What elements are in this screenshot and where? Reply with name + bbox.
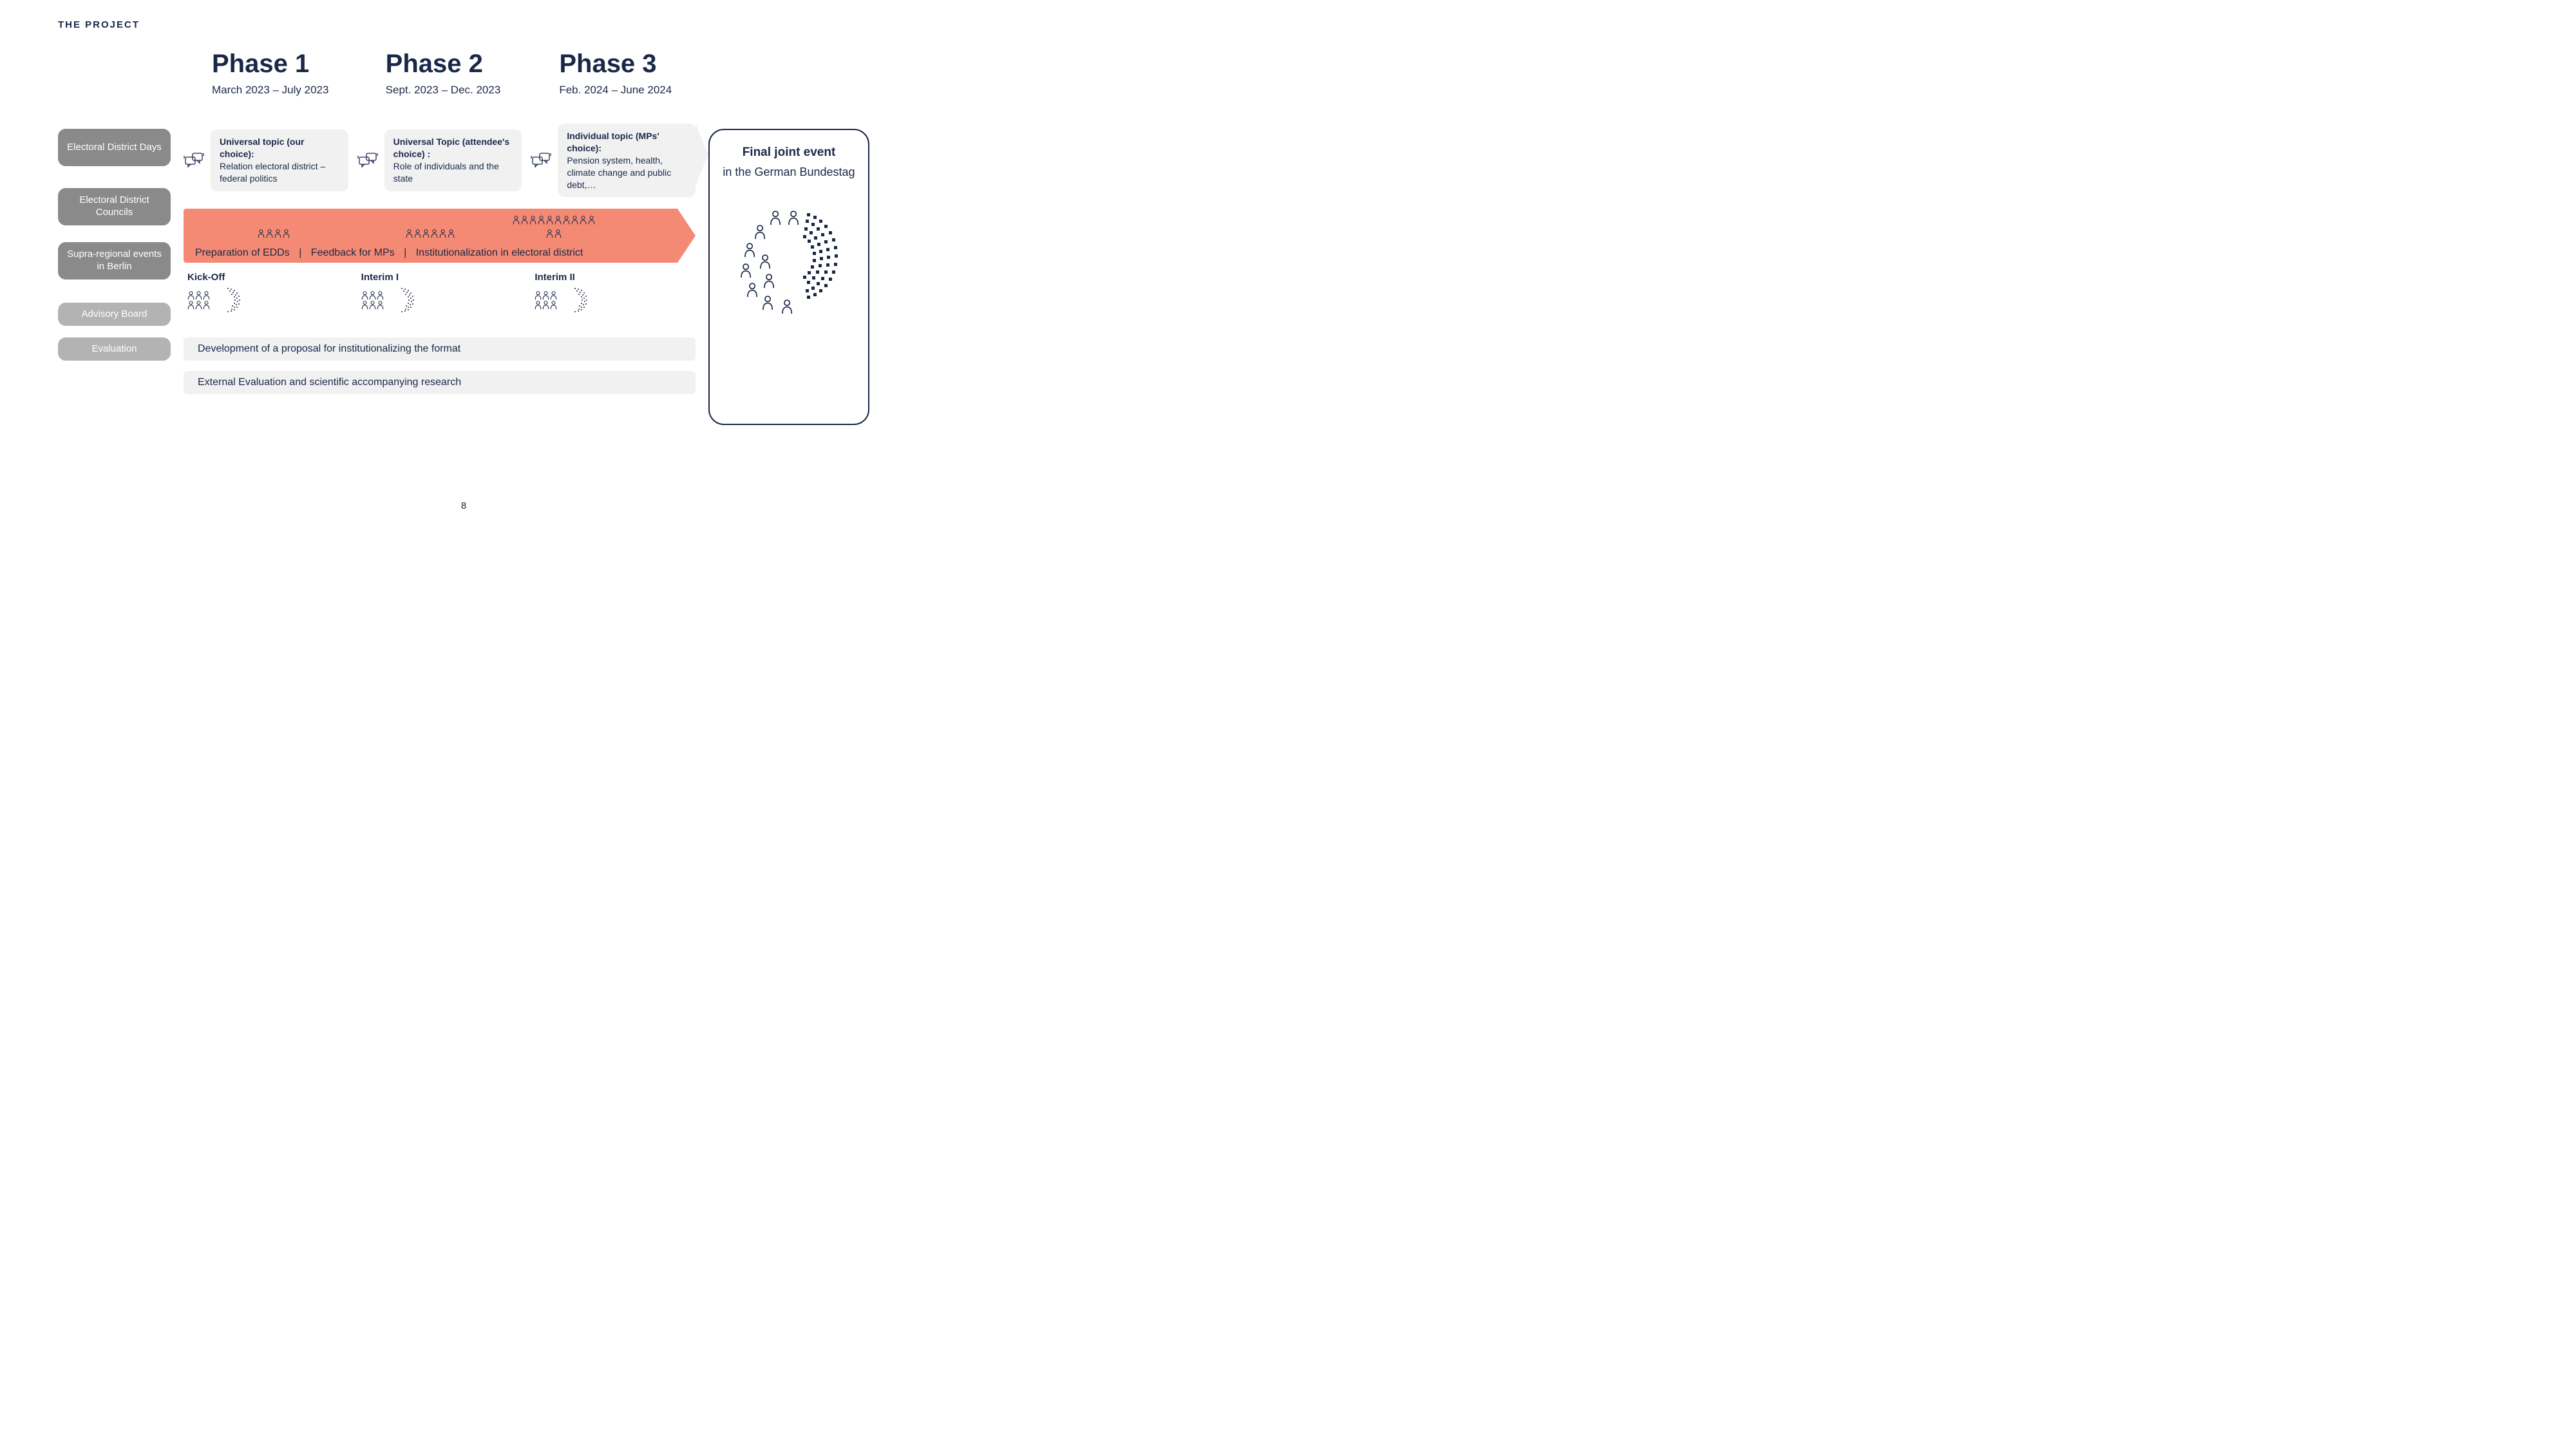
- events-row: Kick-Off Interim I: [184, 272, 696, 323]
- speech-icon: [531, 150, 551, 171]
- councils-arrow: Preparation of EDDs | Feedback for MPs |…: [184, 209, 677, 263]
- left-labels: Electoral District Days Electoral Distri…: [58, 124, 171, 361]
- event-interim-1: Interim I: [357, 272, 522, 323]
- topic-heading: Individual topic (MPs' choice):: [567, 130, 685, 155]
- topic-body: Role of individuals and the state: [393, 160, 512, 185]
- phase-title: Phase 1: [212, 50, 348, 79]
- topic-body: Pension system, health, climate change a…: [567, 155, 685, 191]
- orange-part3: Institutionalization in electoral distri…: [416, 247, 583, 258]
- topic-box: Individual topic (MPs' choice): Pension …: [558, 124, 696, 197]
- phase-dates: Sept. 2023 – Dec. 2023: [386, 84, 522, 97]
- topic-row: Universal topic (our choice): Relation e…: [184, 124, 696, 197]
- topic-body: Relation electoral district – federal po…: [220, 160, 338, 185]
- event-interim-2: Interim II: [531, 272, 696, 323]
- parliament-arc-icon: [560, 285, 590, 315]
- people-cluster-large: [509, 213, 599, 238]
- phase-3-header: Phase 3 Feb. 2024 – June 2024: [531, 50, 696, 97]
- speech-icon: [184, 150, 204, 171]
- orange-part1: Preparation of EDDs: [195, 247, 290, 258]
- people-cluster-med: [352, 213, 509, 238]
- label-edd: Electoral District Days: [58, 129, 171, 166]
- topic-heading: Universal Topic (attendee's choice) :: [393, 136, 512, 160]
- evaluation-bar: External Evaluation and scientific accom…: [184, 371, 696, 394]
- main-layout: Phase 1 March 2023 – July 2023 Phase 2 S…: [58, 50, 869, 425]
- advisory-bar: Development of a proposal for institutio…: [184, 337, 696, 361]
- orange-part2: Feedback for MPs: [311, 247, 395, 258]
- label-berlin: Supra-regional events in Berlin: [58, 242, 171, 279]
- parliament-arc-icon: [387, 285, 417, 315]
- separator: |: [404, 247, 406, 258]
- phases-header: Phase 1 March 2023 – July 2023 Phase 2 S…: [184, 50, 696, 97]
- label-edc: Electoral District Councils: [58, 188, 171, 225]
- event-label: Kick-Off: [187, 272, 348, 283]
- separator: |: [299, 247, 301, 258]
- topic-heading: Universal topic (our choice):: [220, 136, 338, 160]
- phase-dates: March 2023 – July 2023: [212, 84, 348, 97]
- section-header: THE PROJECT: [58, 19, 869, 30]
- topic-box: Universal topic (our choice): Relation e…: [211, 129, 348, 191]
- slide: THE PROJECT Phase 1 March 2023 – July 20…: [0, 0, 927, 522]
- phase-title: Phase 3: [559, 50, 696, 79]
- event-icon: [361, 285, 522, 315]
- people-icons-row: [195, 213, 666, 238]
- final-subtitle: in the German Bundestag: [723, 165, 855, 180]
- label-evaluation: Evaluation: [58, 337, 171, 361]
- page-number: 8: [461, 500, 466, 511]
- topic-cell-2: Universal Topic (attendee's choice) : Ro…: [357, 124, 522, 197]
- final-title: Final joint event: [743, 146, 836, 160]
- final-event-panel: Final joint event in the German Bundesta…: [708, 129, 869, 425]
- parliament-arc-icon: [213, 285, 243, 315]
- councils-arrow-text: Preparation of EDDs | Feedback for MPs |…: [195, 247, 666, 259]
- topic-box: Universal Topic (attendee's choice) : Ro…: [384, 129, 522, 191]
- label-advisory: Advisory Board: [58, 303, 171, 326]
- topic-cell-3: Individual topic (MPs' choice): Pension …: [531, 124, 696, 197]
- phase-2-header: Phase 2 Sept. 2023 – Dec. 2023: [357, 50, 522, 97]
- topic-cell-1: Universal topic (our choice): Relation e…: [184, 124, 348, 197]
- phase-title: Phase 2: [386, 50, 522, 79]
- event-icon: [187, 285, 348, 315]
- event-label: Interim I: [361, 272, 522, 283]
- speech-icon: [357, 150, 378, 171]
- phase-dates: Feb. 2024 – June 2024: [559, 84, 696, 97]
- event-label: Interim II: [535, 272, 696, 283]
- event-icon: [535, 285, 696, 315]
- bundestag-icon: [731, 204, 847, 314]
- middle-content: Universal topic (our choice): Relation e…: [184, 124, 696, 404]
- event-kickoff: Kick-Off: [184, 272, 348, 323]
- people-cluster-small: [195, 213, 352, 238]
- phase-1-header: Phase 1 March 2023 – July 2023: [184, 50, 348, 97]
